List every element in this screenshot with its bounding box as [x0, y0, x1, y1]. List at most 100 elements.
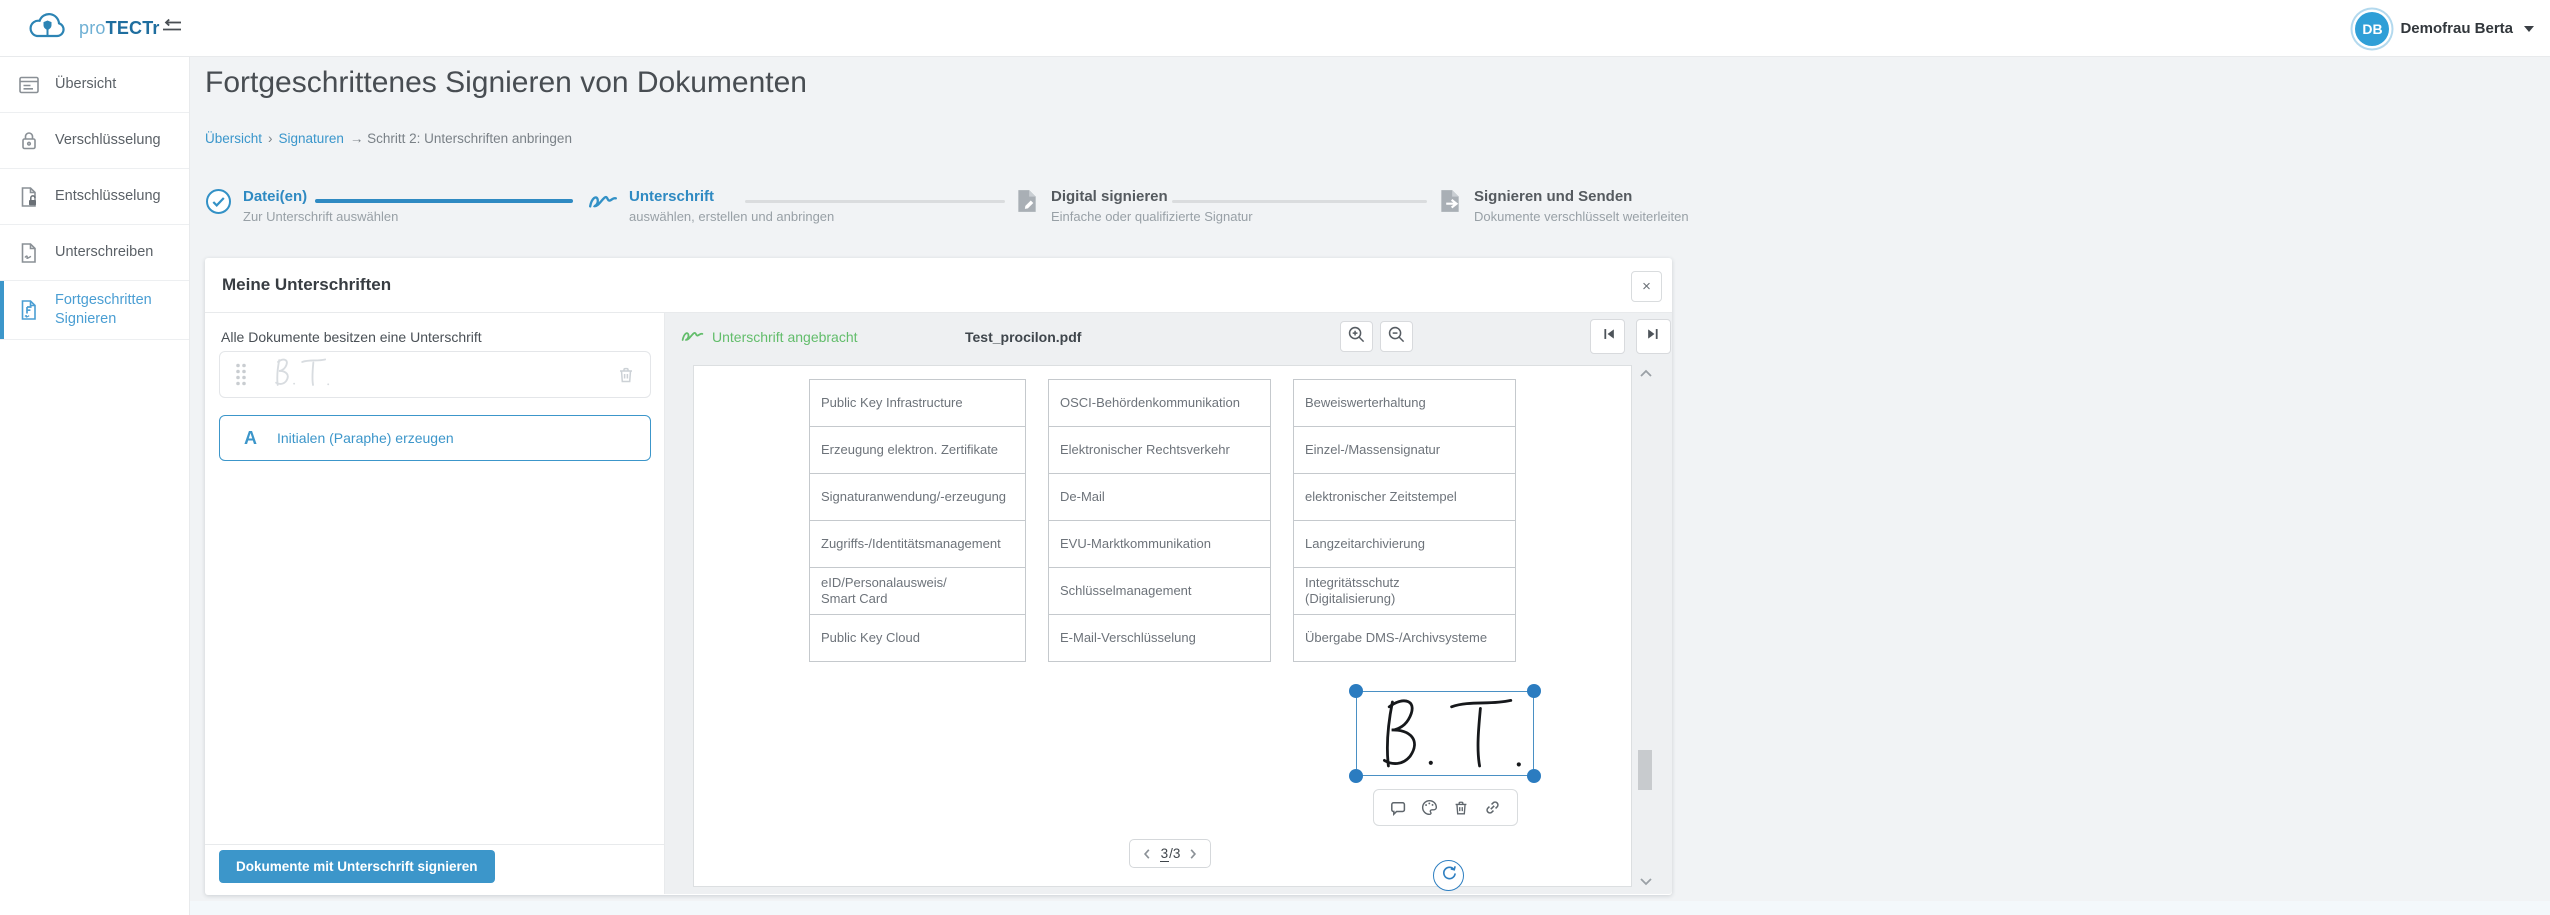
- top-bar: proTECTr DB Demofrau Berta: [0, 0, 2550, 57]
- brand-prefix: pro: [79, 18, 106, 38]
- pdf-table-cell: OSCI-Behördenkommunikation: [1048, 379, 1271, 427]
- signature-list-item[interactable]: [219, 351, 651, 398]
- signatures-column: Alle Dokumente besitzen eine Unterschrif…: [205, 313, 665, 894]
- document-arrow-icon: [1437, 188, 1463, 219]
- collapse-sidebar-button[interactable]: [158, 16, 184, 40]
- scroll-down-button[interactable]: [1633, 872, 1659, 890]
- sidebar-item-unterschreiben[interactable]: Unterschreiben: [0, 225, 189, 281]
- sidebar-item-entschluesselung[interactable]: Entschlüsselung: [0, 169, 189, 225]
- step-unterschrift[interactable]: Unterschrift auswählen, erstellen und an…: [588, 188, 834, 224]
- pdf-table-cell: E-Mail-Verschlüsselung: [1048, 614, 1271, 662]
- sidebar-item-uebersicht[interactable]: Übersicht: [0, 57, 189, 113]
- document-f-icon: [16, 297, 42, 323]
- pdf-page: Public Key Infrastructure Erzeugung elek…: [693, 365, 1632, 891]
- total-pages: 3: [1172, 846, 1181, 861]
- pdf-table-cell: elektronischer Zeitstempel: [1293, 473, 1516, 521]
- brand-name: proTECTr: [79, 18, 160, 39]
- signature-attached-label: Unterschrift angebracht: [712, 328, 858, 345]
- link-icon[interactable]: [1483, 798, 1502, 817]
- resize-handle-bottom-left[interactable]: [1349, 769, 1363, 783]
- document-signature-icon: [16, 240, 42, 266]
- page-indicator: 3/3: [1129, 839, 1211, 868]
- step-connector-pending: [1172, 200, 1427, 203]
- breadcrumb-current-step: → Schritt 2: Unterschriften anbringen: [349, 131, 572, 146]
- trash-icon[interactable]: [1452, 799, 1470, 817]
- step-dateien[interactable]: Datei(en) Zur Unterschrift auswählen: [205, 188, 398, 224]
- comment-icon[interactable]: [1389, 799, 1407, 817]
- current-page-input[interactable]: 3: [1159, 846, 1170, 862]
- resize-handle-bottom-right[interactable]: [1527, 769, 1541, 783]
- pdf-table-column: Beweiswerterhaltung Einzel-/Massensignat…: [1293, 379, 1516, 662]
- resize-handle-top-right[interactable]: [1527, 684, 1541, 698]
- user-name: Demofrau Berta: [2400, 20, 2513, 37]
- pdf-table-column: OSCI-Behördenkommunikation Elektronische…: [1048, 379, 1271, 662]
- pdf-table: Public Key Infrastructure Erzeugung elek…: [809, 379, 1516, 662]
- drag-handle-icon[interactable]: [234, 362, 247, 387]
- signature-squiggle-green-icon: [681, 328, 704, 346]
- zoom-in-button[interactable]: [1340, 321, 1373, 352]
- step-subtitle: Dokumente verschlüsselt weiterleiten: [1474, 209, 1689, 224]
- step-digital-signieren[interactable]: Digital signieren Einfache oder qualifiz…: [1014, 188, 1253, 224]
- panel-title: Meine Unterschriften: [222, 275, 392, 294]
- rotate-page-button[interactable]: [1433, 860, 1464, 891]
- document-unlock-icon: [16, 184, 42, 210]
- step-connector-pending: [745, 200, 1005, 203]
- pdf-table-cell: Public Key Cloud: [809, 614, 1026, 662]
- breadcrumb-link-uebersicht[interactable]: Übersicht: [205, 131, 263, 146]
- scroll-up-button[interactable]: [1633, 364, 1659, 382]
- current-page-value: 3/3: [1159, 846, 1181, 862]
- resize-handle-top-left[interactable]: [1349, 684, 1363, 698]
- viewer-toolbar: Unterschrift angebracht Test_procilon.pd…: [665, 313, 1672, 360]
- sign-documents-button[interactable]: Dokumente mit Unterschrift signieren: [219, 850, 495, 883]
- sidebar-item-fortgeschritten-signieren[interactable]: Fortgeschritten Signieren: [0, 281, 189, 340]
- palette-icon[interactable]: [1420, 798, 1439, 817]
- create-initials-button[interactable]: A Initialen (Paraphe) erzeugen: [219, 415, 651, 461]
- step-signieren-und-senden[interactable]: Signieren und Senden Dokumente verschlüs…: [1437, 188, 1689, 224]
- step-label: Unterschrift: [629, 188, 715, 205]
- pdf-table-cell: Übergabe DMS-/Archivsysteme: [1293, 614, 1516, 662]
- zoom-in-icon: [1347, 325, 1366, 349]
- panel-body: Alle Dokumente besitzen eine Unterschrif…: [205, 313, 1672, 894]
- previous-page-icon[interactable]: [1141, 847, 1152, 861]
- rotate-icon: [1440, 864, 1458, 887]
- collapse-sidebar-icon: [159, 18, 183, 39]
- signature-attached-status: Unterschrift angebracht: [681, 313, 858, 360]
- step-subtitle: Einfache oder qualifizierte Signatur: [1051, 209, 1253, 224]
- breadcrumb-link-signaturen[interactable]: Signaturen: [278, 131, 344, 146]
- page-jump-controls: [1590, 319, 1671, 354]
- first-page-button[interactable]: [1590, 319, 1625, 354]
- signature-preview: [267, 357, 333, 393]
- brand-suffix: TECTr: [105, 18, 160, 38]
- scrollbar-thumb[interactable]: [1638, 750, 1652, 790]
- pdf-table-cell: Langzeitarchivierung: [1293, 520, 1516, 568]
- page-title: Fortgeschrittenes Signieren von Dokument…: [205, 66, 807, 99]
- document-filename: Test_procilon.pdf: [965, 328, 1082, 345]
- document-viewer: Unterschrift angebracht Test_procilon.pd…: [665, 313, 1672, 894]
- last-page-button[interactable]: [1636, 319, 1671, 354]
- skip-to-first-page-icon: [1599, 325, 1617, 348]
- letter-a-icon: A: [244, 427, 257, 448]
- user-menu[interactable]: DB Demofrau Berta: [2355, 0, 2534, 57]
- sidebar-item-verschluesselung[interactable]: Verschlüsselung: [0, 113, 189, 169]
- sidebar-item-label: Fortgeschritten Signieren: [55, 292, 152, 327]
- breadcrumb-separator: ›: [268, 131, 273, 146]
- zoom-out-icon: [1387, 325, 1406, 349]
- placed-signature[interactable]: [1349, 684, 1541, 783]
- close-icon: ×: [1642, 278, 1651, 295]
- signatures-status-text: Alle Dokumente besitzen eine Unterschrif…: [221, 329, 482, 345]
- signatures-footer: Dokumente mit Unterschrift signieren: [205, 844, 664, 894]
- viewer-content: Public Key Infrastructure Erzeugung elek…: [665, 360, 1672, 894]
- delete-signature-icon[interactable]: [616, 365, 636, 385]
- sidebar: Übersicht Verschlüsselung Entschlüsselun…: [0, 57, 190, 915]
- page-separator: /: [1169, 846, 1173, 861]
- zoom-out-button[interactable]: [1380, 321, 1413, 352]
- viewer-scrollbar: [1633, 362, 1659, 892]
- sidebar-item-label: Verschlüsselung: [55, 132, 161, 149]
- pdf-table-column: Public Key Infrastructure Erzeugung elek…: [809, 379, 1026, 662]
- next-page-icon[interactable]: [1188, 847, 1199, 861]
- sidebar-item-label: Unterschreiben: [55, 244, 154, 261]
- close-panel-button[interactable]: ×: [1631, 271, 1662, 302]
- pdf-table-cell: Integritätsschutz (Digitalisierung): [1293, 567, 1516, 615]
- pdf-table-cell: Public Key Infrastructure: [809, 379, 1026, 427]
